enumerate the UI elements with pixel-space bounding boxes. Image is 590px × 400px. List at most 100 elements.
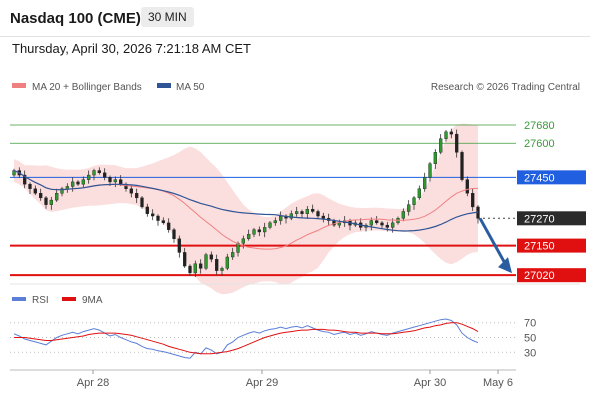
candle [444, 130, 448, 142]
candle-body [257, 229, 261, 233]
candle [268, 221, 272, 230]
level-label-27150: 27150 [524, 241, 555, 253]
instrument-title: Nasdaq 100 (CME) [10, 10, 141, 27]
rsi-ma-line [14, 322, 479, 355]
candle-body [199, 263, 203, 269]
candle-body [455, 133, 459, 153]
candle [231, 247, 235, 260]
candle [401, 208, 405, 222]
candle-body [225, 256, 229, 269]
x-axis: Apr 28 Apr 29 Apr 30 May 6 [10, 369, 516, 389]
candle-body [337, 222, 341, 226]
candle-body [380, 222, 384, 226]
candle [449, 128, 453, 139]
candle-body [423, 177, 427, 189]
ma50-line [13, 169, 479, 232]
candle [465, 176, 469, 197]
candle-body [103, 172, 107, 178]
candle [241, 235, 245, 249]
timeframe-badge[interactable]: 30 MIN [141, 7, 194, 27]
candle [103, 168, 107, 181]
candle [39, 188, 43, 201]
candle [199, 259, 203, 274]
candle [60, 186, 64, 197]
candle-body [460, 152, 464, 180]
candle-body [321, 215, 325, 219]
candle [204, 252, 208, 271]
candle [305, 206, 309, 219]
candle-body [433, 152, 437, 164]
candle-body [220, 268, 224, 271]
candle-body [305, 208, 309, 214]
bollinger-bands [14, 123, 478, 295]
chart-header: Nasdaq 100 (CME) 30 MIN [0, 0, 590, 37]
candle [460, 150, 464, 182]
candle-body [167, 222, 171, 230]
forecast-arrow-head [498, 257, 512, 274]
level-label-27270: 27270 [524, 213, 555, 225]
ma50-legend-swatch [157, 83, 171, 88]
candle-body [140, 197, 144, 208]
candle-body [65, 186, 69, 189]
candle-body [177, 238, 181, 253]
candle [161, 217, 165, 225]
rsi-level-label-30: 30 [524, 347, 536, 359]
candle-body [444, 131, 448, 139]
candle [87, 170, 91, 184]
candle-body [439, 138, 443, 153]
candle [380, 221, 384, 229]
candle-body [268, 222, 272, 228]
candle [209, 251, 213, 263]
candle [257, 226, 261, 237]
candle-body [300, 211, 304, 214]
candle-body [135, 193, 139, 199]
candle-body [193, 263, 197, 274]
candle [135, 188, 139, 204]
candle [97, 167, 101, 175]
candle-body [231, 252, 235, 258]
candle [76, 180, 80, 186]
candle [49, 196, 53, 210]
candle [81, 176, 85, 188]
candle-body [471, 193, 475, 208]
rsi-legend: RSI 9MA [12, 295, 103, 306]
candle-body [28, 183, 32, 189]
key-levels [10, 124, 516, 277]
candle-body [81, 179, 85, 185]
level-label-27600: 27600 [524, 138, 555, 150]
candle-body [289, 213, 293, 219]
candle [140, 196, 144, 209]
rsi-ma-legend-label: 9MA [82, 295, 103, 306]
forecast-arrow-shaft [478, 217, 508, 266]
rsi-line [13, 318, 479, 359]
level-label-27450: 27450 [524, 172, 555, 184]
candle [215, 254, 219, 275]
bollinger-band-fill [14, 123, 478, 295]
rsi-ma-legend-swatch [62, 297, 76, 301]
candle [300, 209, 304, 218]
rsi-legend-swatch [12, 297, 26, 301]
candle-body [92, 170, 96, 176]
candle-body [273, 220, 277, 224]
candle [92, 168, 96, 181]
candle-body [385, 224, 389, 228]
candle-body [55, 193, 59, 201]
candle-body [401, 211, 405, 219]
candle [145, 203, 149, 217]
level-labels: 27680 27600 27450 27270 27150 27020 [517, 120, 586, 283]
candle [167, 218, 171, 233]
candle [433, 149, 437, 169]
level-box-27150 [517, 238, 586, 253]
candle-body [172, 229, 176, 239]
candle [289, 210, 293, 221]
candle-body [465, 179, 469, 194]
candle-body [156, 215, 160, 221]
ma50-legend-label: MA 50 [176, 82, 205, 93]
candle-body [113, 179, 117, 183]
candle-body [241, 238, 245, 244]
candle-body [375, 220, 379, 224]
candle [263, 222, 267, 238]
candle-body [428, 163, 432, 178]
candle [252, 227, 256, 238]
